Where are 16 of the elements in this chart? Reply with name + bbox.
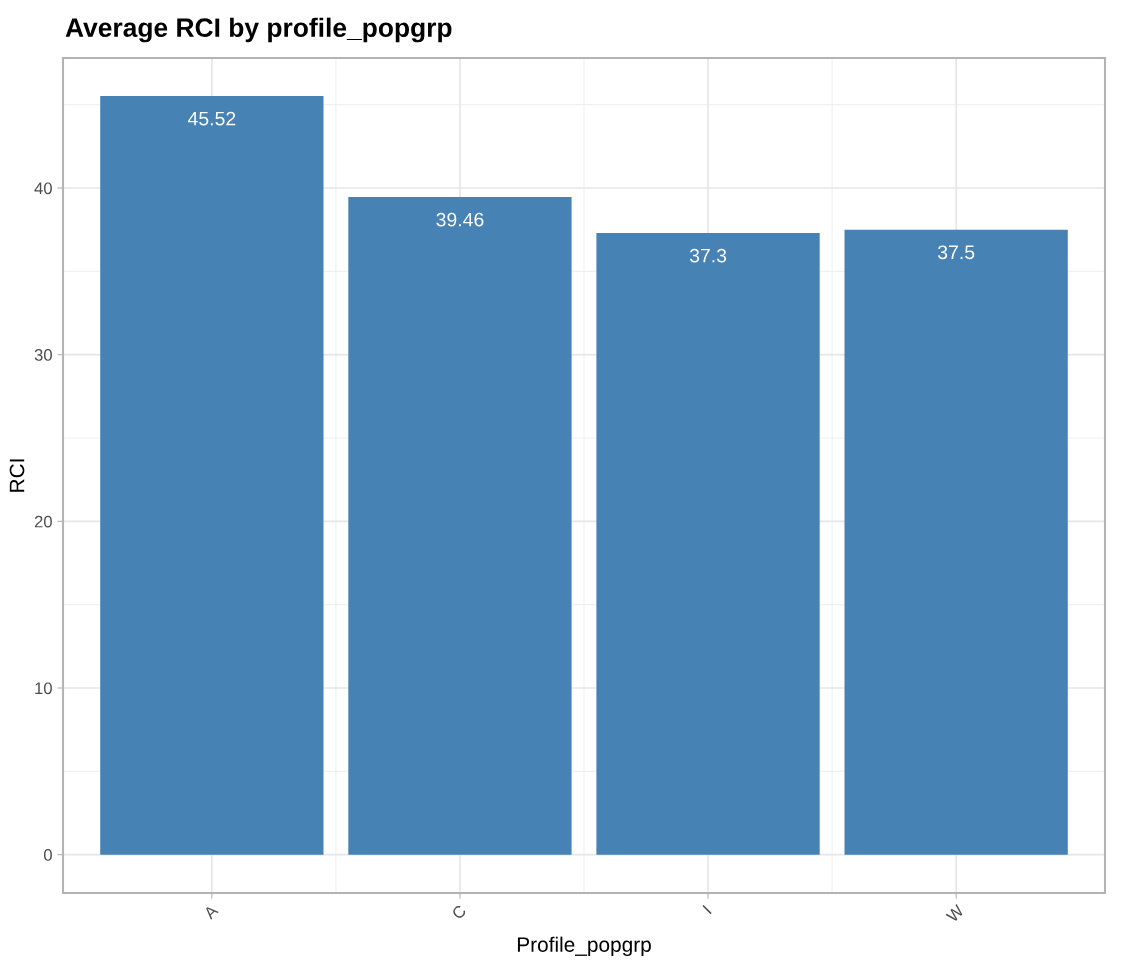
y-tick-label: 30 [34, 349, 52, 361]
data-label: 39.46 [436, 212, 484, 227]
data-label: 37.3 [689, 248, 727, 263]
chart-title: Average RCI by profile_popgrp [65, 17, 452, 43]
x-tick-label: A [202, 903, 219, 920]
y-tick-label: 10 [35, 682, 52, 695]
x-axis-title: Profile_popgrp [517, 936, 651, 957]
x-tick-label: W [945, 903, 965, 924]
y-axis-title: RCI [9, 459, 25, 492]
x-tick-label: I [702, 904, 712, 915]
x-tick-label: C [451, 904, 467, 920]
y-tick-label: 0 [43, 849, 52, 861]
data-label: 37.5 [937, 245, 975, 260]
y-tick-label: 20 [34, 515, 52, 528]
y-tick-label: 40 [34, 182, 52, 195]
data-label: 45.52 [187, 111, 236, 126]
